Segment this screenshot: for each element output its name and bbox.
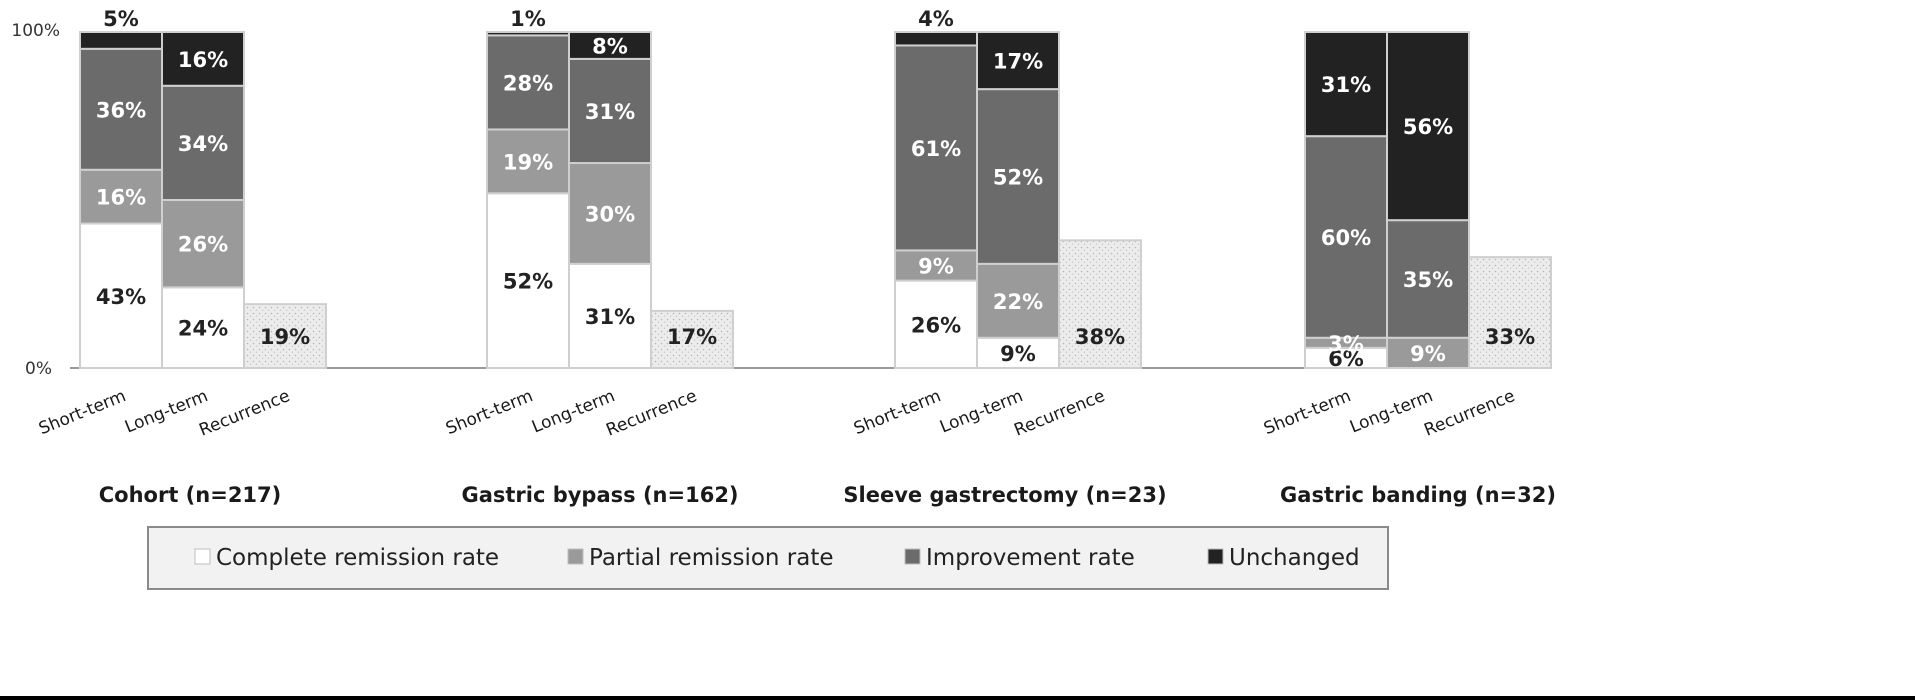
bar-segment-recurrence: [1058, 239, 1142, 370]
legend-label-complete: Complete remission rate: [216, 545, 499, 571]
data-label: 26%: [911, 313, 961, 337]
data-label: 17%: [993, 50, 1043, 74]
legend-swatch-unchanged: [1207, 548, 1224, 565]
legend: Complete remission rate Partial remission…: [147, 526, 1389, 590]
bar-segment-partial: [894, 249, 978, 282]
x-tick-label: Recurrence: [1011, 386, 1107, 441]
bar-segment-partial: [976, 262, 1060, 339]
legend-label-unchanged: Unchanged: [1229, 545, 1360, 571]
data-label: 36%: [96, 98, 146, 122]
data-label: 22%: [993, 290, 1043, 314]
bar-segment-unchanged: [976, 31, 1060, 91]
x-tick-label: Recurrence: [1421, 386, 1517, 441]
legend-box: [147, 526, 1389, 590]
bar-segment-partial: [1386, 336, 1470, 370]
bar-segment-improvement: [568, 57, 652, 165]
bar-segment-unchanged: [1304, 31, 1388, 138]
x-tick-label: Recurrence: [603, 386, 699, 441]
group-label-sleeve-gastrectomy-n-23: Sleeve gastrectomy (n=23): [843, 483, 1166, 507]
data-label: 31%: [585, 305, 635, 329]
y-tick-label: 100%: [11, 21, 60, 41]
x-tick-label: Long-term: [1347, 386, 1436, 437]
bar-segment-unchanged: [1386, 31, 1470, 222]
data-label: 56%: [1403, 115, 1453, 139]
x-tick-label: Short-term: [443, 386, 536, 439]
bar-segment-recurrence: [650, 309, 734, 370]
group-label-cohort-n-217: Cohort (n=217): [99, 483, 282, 507]
data-label: 19%: [260, 325, 310, 349]
data-label: 16%: [178, 48, 228, 72]
data-label: 31%: [585, 100, 635, 124]
data-label: 19%: [503, 150, 553, 174]
bar-segment-improvement: [976, 88, 1060, 265]
bar-segment-partial: [568, 162, 652, 265]
data-label: 31%: [1321, 73, 1371, 97]
bar-segment-unchanged: [161, 31, 245, 87]
bar-segment-recurrence: [243, 303, 327, 370]
data-label: 43%: [96, 285, 146, 309]
bar-segment-unchanged: [568, 31, 652, 60]
data-label: 17%: [667, 325, 717, 349]
data-label: 9%: [918, 255, 954, 279]
plot-area: 0% 100% 43% 16% 36% 5% Short-term 24% 26% 34% 16% L…: [11, 7, 1556, 507]
group-label-gastric-banding-n-32: Gastric banding (n=32): [1280, 483, 1556, 507]
bar-segment-recurrence: [1468, 256, 1552, 369]
data-label: 4%: [918, 7, 954, 31]
bar-segment-improvement: [894, 44, 978, 252]
data-label: 28%: [503, 71, 553, 95]
bar-segment-partial: [161, 199, 245, 289]
x-tick-label: Long-term: [529, 386, 618, 437]
data-label: 33%: [1485, 325, 1535, 349]
data-label: 6%: [1328, 347, 1364, 371]
y-tick-label: 0%: [25, 359, 52, 379]
bar-segment-complete: [976, 336, 1060, 370]
data-label: 34%: [178, 132, 228, 156]
legend-swatch-complete: [194, 548, 211, 565]
data-label: 1%: [510, 7, 546, 31]
data-label: 60%: [1321, 226, 1371, 250]
legend-label-improvement: Improvement rate: [926, 545, 1135, 571]
data-label: 61%: [911, 137, 961, 161]
x-tick-label: Long-term: [122, 386, 211, 437]
data-label: 3%: [1328, 332, 1364, 356]
legend-swatch-improvement: [904, 548, 921, 565]
legend-label-partial: Partial remission rate: [589, 545, 834, 571]
group-label-gastric-bypass-n-162: Gastric bypass (n=162): [461, 483, 738, 507]
x-tick-label: Short-term: [851, 386, 944, 439]
x-tick-label: Short-term: [36, 386, 129, 439]
bar-segment-partial: [486, 128, 570, 195]
data-label: 16%: [96, 186, 146, 210]
bar-segment-improvement: [161, 84, 245, 201]
data-label: 52%: [993, 165, 1043, 189]
bar-segment-complete: [894, 279, 978, 370]
data-label: 9%: [1000, 342, 1036, 366]
data-label: 9%: [1410, 342, 1446, 366]
data-label: 26%: [178, 233, 228, 257]
legend-swatch-partial: [567, 548, 584, 565]
data-label: 38%: [1075, 325, 1125, 349]
data-label: 24%: [178, 317, 228, 341]
x-tick-label: Recurrence: [196, 386, 292, 441]
data-label: 8%: [592, 34, 628, 58]
bar-segment-partial: [79, 168, 163, 225]
bar-segment-unchanged: [79, 31, 163, 50]
x-tick-label: Long-term: [937, 386, 1026, 437]
data-label: 35%: [1403, 268, 1453, 292]
bar-segment-improvement: [486, 34, 570, 131]
data-label: 52%: [503, 270, 553, 294]
bar-segment-unchanged: [486, 31, 570, 37]
x-tick-label: Short-term: [1261, 386, 1354, 439]
bar-segment-complete: [486, 192, 570, 369]
data-label: 5%: [103, 7, 139, 31]
bar-segment-unchanged: [894, 31, 978, 47]
data-label: 30%: [585, 202, 635, 226]
